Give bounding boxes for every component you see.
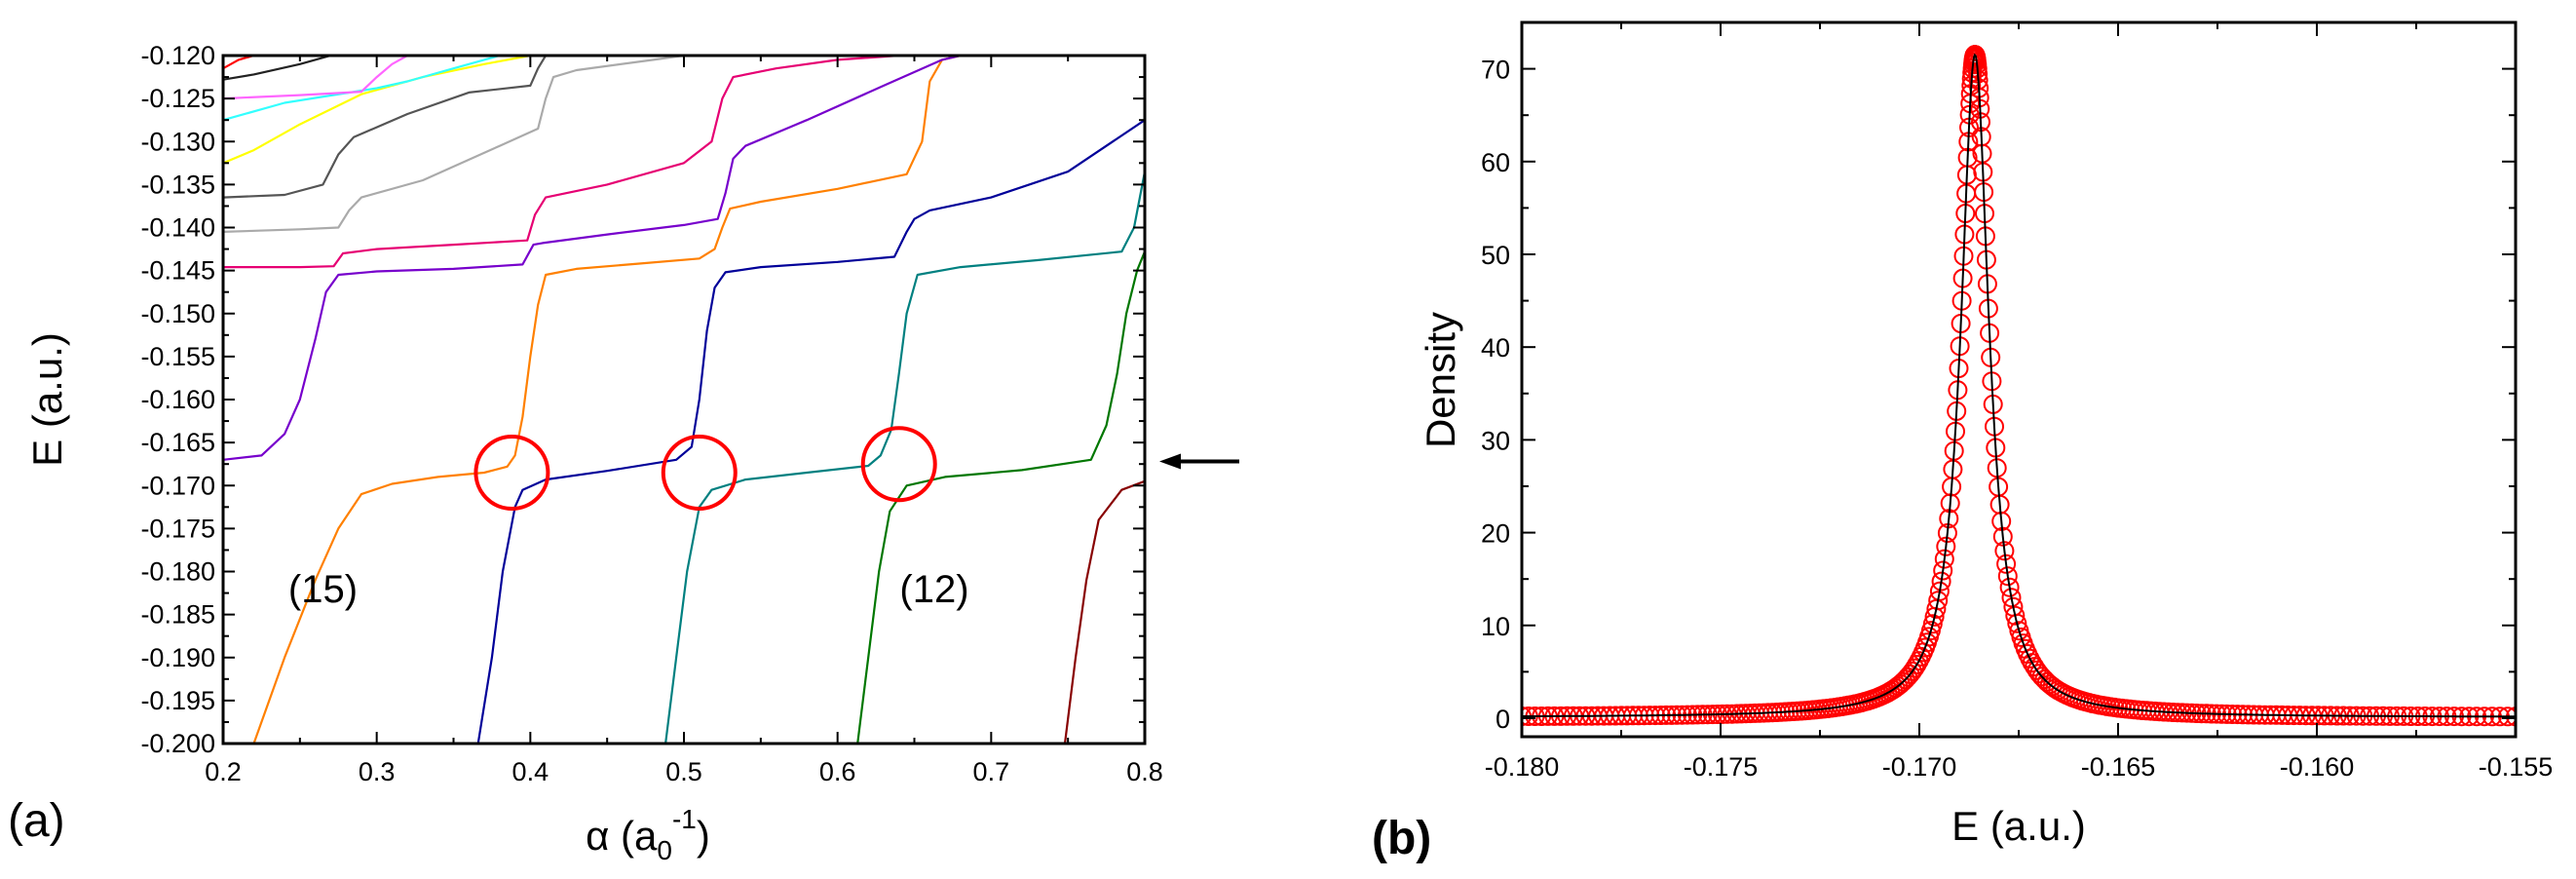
- y-tick-label: -0.145: [140, 256, 215, 286]
- y-tick-label: 40: [1481, 333, 1510, 363]
- y-tick-label: -0.185: [140, 600, 215, 630]
- panel-a-y-axis-title: E (a.u.): [24, 332, 70, 467]
- y-tick-label: -0.165: [140, 428, 215, 457]
- panel-b-series-group: [1522, 45, 2516, 727]
- x-tick-label: -0.155: [2479, 752, 2554, 782]
- y-tick-label: -0.180: [140, 557, 215, 587]
- x-axis-title-subscript: 0: [657, 835, 672, 865]
- x-tick-label: 0.4: [512, 757, 549, 786]
- y-tick-label: 50: [1481, 241, 1510, 270]
- y-tick-label: -0.150: [140, 299, 215, 328]
- data-point: [2001, 588, 2022, 608]
- series-line-teal: [664, 171, 1145, 744]
- panel-a-letter: (a): [8, 795, 65, 847]
- panel-a-x-axis: 0.2 0.3 0.4 0.5 0.6 0.7 0.8: [205, 56, 1163, 786]
- crossing-circle: [661, 435, 738, 512]
- y-tick-label: 30: [1481, 426, 1510, 455]
- data-point: [1900, 664, 1920, 684]
- y-tick-label: 20: [1481, 519, 1510, 549]
- data-point: [1928, 591, 1949, 611]
- x-tick-label: -0.170: [1882, 752, 1957, 782]
- y-tick-label: -0.140: [140, 213, 215, 243]
- series-line-green: [856, 250, 1145, 744]
- data-point: [2005, 605, 2026, 626]
- series-line-pink: [223, 56, 408, 100]
- y-tick-label: -0.125: [140, 84, 215, 113]
- panel-a-annotations: (15) (12): [288, 568, 969, 611]
- crossing-circle: [860, 426, 937, 503]
- annotation-label: (15): [288, 568, 358, 611]
- series-line-red: [223, 56, 254, 70]
- y-tick-label: -0.120: [140, 41, 215, 70]
- y-tick-label: -0.170: [140, 471, 215, 500]
- data-point: [1922, 614, 1943, 634]
- y-tick-label: -0.190: [140, 643, 215, 672]
- panel-a-crossing-circles: [474, 426, 937, 512]
- data-point: [1996, 554, 2017, 574]
- panel-b-x-axis-title: E (a.u.): [1951, 803, 2086, 849]
- x-tick-label: 0.5: [665, 757, 702, 786]
- panel-b: 0 10 20 30 40 50 60 70 -0.180 -0.175 -0.170 -0.165…: [1372, 20, 2554, 864]
- x-tick-label: -0.165: [2081, 752, 2156, 782]
- y-tick-label: 10: [1481, 612, 1510, 641]
- y-tick-label: 0: [1496, 705, 1510, 734]
- y-tick-label: -0.155: [140, 342, 215, 371]
- series-line-lightgray: [223, 56, 685, 233]
- series-line-navy: [476, 119, 1145, 744]
- x-tick-label: -0.175: [1684, 752, 1759, 782]
- series-line-maroon: [1063, 479, 1145, 744]
- arrow-head-icon: [1159, 453, 1181, 470]
- annotation-label: (12): [899, 568, 968, 611]
- x-tick-label: 0.8: [1126, 757, 1163, 786]
- panel-b-letter: (b): [1372, 813, 1431, 864]
- panel-a-plot-frame: [221, 54, 1147, 745]
- crossing-circle: [474, 435, 550, 512]
- panel-b-x-axis: -0.180 -0.175 -0.170 -0.165 -0.160 -0.155: [1485, 22, 2554, 782]
- panel-a: -0.200 -0.195 -0.190 -0.185 -0.180 -0.175 -0.1…: [8, 41, 1239, 865]
- fit-line: [1522, 53, 2516, 718]
- data-point: [2007, 613, 2027, 633]
- data-point: [1994, 541, 2015, 561]
- x-axis-title-close: ): [697, 813, 710, 859]
- series-line-darkgray: [223, 56, 548, 199]
- x-tick-label: 0.2: [205, 757, 242, 786]
- data-point: [1931, 571, 1951, 592]
- x-tick-label: 0.7: [973, 757, 1010, 786]
- series-line-yellow: [223, 56, 531, 165]
- series-line-purple: [223, 56, 962, 461]
- series-line-orange: [252, 56, 962, 744]
- y-tick-label: -0.160: [140, 385, 215, 414]
- y-tick-label: -0.130: [140, 127, 215, 156]
- series-line-cyan: [223, 56, 501, 122]
- panel-a-series-group: [223, 56, 1145, 744]
- panel-b-y-axis-title: Density: [1418, 312, 1463, 448]
- panel-a-x-axis-title: α (a0-1): [586, 804, 710, 865]
- y-tick-label: -0.175: [140, 514, 215, 543]
- series-line-magenta: [223, 56, 899, 269]
- y-tick-label: -0.195: [140, 686, 215, 715]
- panel-a-y-axis: -0.200 -0.195 -0.190 -0.185 -0.180 -0.175 -0.1…: [140, 41, 1145, 758]
- x-tick-label: -0.160: [2280, 752, 2355, 782]
- data-point: [1933, 560, 1953, 581]
- y-tick-label: 70: [1481, 56, 1510, 85]
- y-tick-label: -0.135: [140, 170, 215, 199]
- x-axis-title-superscript: -1: [672, 804, 697, 834]
- x-tick-label: 0.3: [359, 757, 396, 786]
- y-tick-label: -0.200: [140, 729, 215, 758]
- data-point: [1929, 581, 1950, 601]
- series-line-black: [223, 56, 331, 81]
- data-point: [1999, 577, 2020, 597]
- x-tick-label: 0.6: [819, 757, 856, 786]
- panel-a-arrow: [1159, 453, 1239, 470]
- x-tick-label: -0.180: [1485, 752, 1560, 782]
- data-point: [1934, 549, 1954, 569]
- panel-b-y-axis: 0 10 20 30 40 50 60 70: [1481, 21, 2516, 734]
- y-tick-label: 60: [1481, 148, 1510, 177]
- x-axis-title-symbol: α (a: [586, 813, 658, 859]
- data-point: [1997, 566, 2018, 587]
